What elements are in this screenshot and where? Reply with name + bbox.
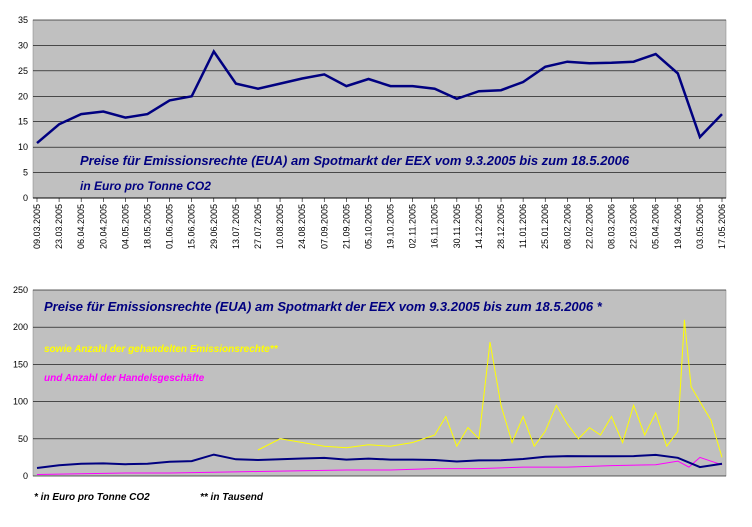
price-chart-x-tick-label: 17.05.2006	[717, 204, 727, 249]
price-chart-x-tick-label: 24.08.2005	[297, 204, 307, 249]
footnote-volume-unit: ** in Tausend	[200, 492, 263, 503]
trades-series-line	[36, 456, 723, 475]
price-chart-x-tick-label: 19.10.2005	[386, 204, 396, 249]
price-chart: 0 5 10 15 20 25 30 35 09.03.2005 23.03.2005 06.04…	[18, 15, 727, 249]
price-chart-x-tick-label: 10.08.2005	[275, 204, 285, 249]
price-chart-x-tick-label: 11.01.2006	[518, 204, 528, 248]
price-chart-x-tick-label: 02.11.2005	[408, 204, 418, 248]
price-chart-y-tick-label: 35	[18, 15, 28, 25]
price-chart-x-tick-label: 30.11.2005	[452, 204, 462, 248]
price-chart-y-tick-label: 5	[23, 168, 28, 178]
price-chart-x-tick-label: 01.06.2005	[165, 204, 175, 249]
price-chart-x-tick-label: 06.04.2005	[76, 204, 86, 249]
price-chart-x-tick-label: 19.04.2006	[673, 204, 683, 249]
price-chart-x-tick-label: 03.05.2006	[695, 204, 705, 249]
price-chart-x-tick-label: 21.09.2005	[341, 204, 351, 249]
price-chart-y-tick-label: 25	[18, 66, 28, 76]
volume-chart-y-tick-label: 100	[13, 397, 28, 407]
price-chart-y-tick-label: 20	[18, 91, 28, 101]
volume-chart-title: Preise für Emissionsrechte (EUA) am Spot…	[44, 299, 603, 314]
price-chart-x-tick-label: 16.11.2005	[430, 204, 440, 248]
volume-legend: sowie Anzahl der gehandelten Emissionsre…	[44, 344, 279, 355]
price-chart-x-axis: 09.03.2005 23.03.2005 06.04.2005 20.04.2005…	[32, 197, 727, 249]
volume-chart-y-tick-label: 200	[13, 322, 28, 332]
volume-chart-y-axis: 0 50 100 150 200 250	[13, 285, 28, 481]
price-chart-x-tick-label: 27.07.2005	[253, 204, 263, 249]
price-chart-x-tick-label: 09.03.2005	[32, 204, 42, 249]
price-chart-title: Preise für Emissionsrechte (EUA) am Spot…	[80, 153, 630, 168]
footnote-price-unit: * in Euro pro Tonne CO2	[34, 492, 150, 503]
price-chart-x-tick-label: 05.04.2006	[651, 204, 661, 249]
price-chart-y-tick-label: 30	[18, 40, 28, 50]
volume-chart-y-tick-label: 50	[18, 434, 28, 444]
price-chart-x-tick-label: 08.02.2006	[562, 204, 572, 249]
volume-chart-y-tick-label: 0	[23, 471, 28, 481]
price-chart-x-tick-label: 22.02.2006	[584, 204, 594, 249]
price-chart-x-tick-label: 22.03.2006	[629, 204, 639, 249]
price-chart-y-tick-label: 0	[23, 193, 28, 203]
price-chart-x-tick-label: 05.10.2005	[363, 204, 373, 249]
price-chart-x-tick-label: 18.05.2005	[142, 204, 152, 249]
price-chart-x-tick-label: 04.05.2005	[120, 204, 130, 249]
price-series-line	[36, 453, 723, 469]
volume-chart-gridlines	[33, 289, 726, 477]
volume-series-line	[257, 319, 723, 458]
price-chart-x-tick-label: 25.01.2006	[540, 204, 550, 249]
price-chart-x-tick-label: 20.04.2005	[98, 204, 108, 249]
price-chart-x-tick-label: 15.06.2005	[187, 204, 197, 249]
price-chart-y-axis: 0 5 10 15 20 25 30 35	[18, 15, 28, 203]
price-chart-y-tick-label: 15	[18, 117, 28, 127]
volume-chart-y-tick-label: 250	[13, 285, 28, 295]
trades-legend: und Anzahl der Handelsgeschäfte	[44, 373, 205, 384]
volume-chart-y-tick-label: 150	[13, 359, 28, 369]
price-chart-x-tick-label: 29.06.2005	[209, 204, 219, 249]
price-series-line	[36, 49, 723, 145]
price-chart-x-tick-label: 28.12.2005	[496, 204, 506, 249]
price-chart-x-tick-label: 07.09.2005	[319, 204, 329, 249]
price-chart-x-tick-label: 13.07.2005	[231, 204, 241, 249]
price-chart-x-tick-label: 08.03.2006	[607, 204, 617, 249]
price-chart-plot-area	[32, 19, 727, 199]
price-chart-x-tick-label: 14.12.2005	[474, 204, 484, 249]
price-chart-y-tick-label: 10	[18, 142, 28, 152]
price-chart-x-tick-label: 23.03.2005	[54, 204, 64, 249]
price-chart-subtitle: in Euro pro Tonne CO2	[80, 179, 211, 193]
